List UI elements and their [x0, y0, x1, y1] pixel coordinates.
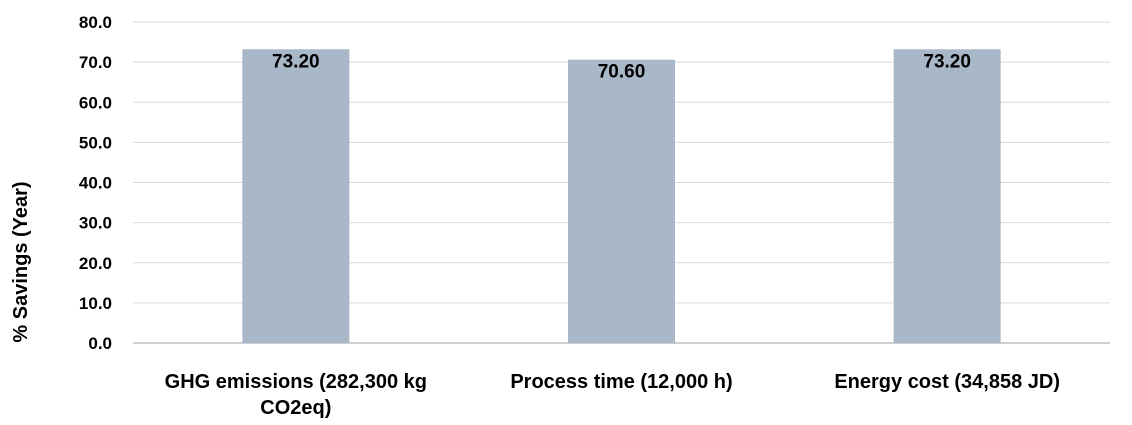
category-label-1: Process time (12,000 h) — [510, 371, 732, 393]
bar-2 — [893, 49, 1001, 343]
data-labels: 73.20 70.60 73.20 — [272, 51, 971, 82]
y-axis-title: % Savings (Year) — [10, 181, 32, 342]
y-tick-label-5: 50.0 — [79, 133, 112, 152]
data-label-2: 73.20 — [923, 51, 971, 72]
y-tick-labels: 0.0 10.0 20.0 30.0 40.0 50.0 60.0 70.0 80.0 — [79, 13, 112, 353]
y-tick-label-7: 70.0 — [79, 53, 112, 72]
data-label-1: 70.60 — [598, 62, 646, 83]
y-tick-label-1: 10.0 — [79, 294, 112, 313]
bars — [242, 49, 1001, 343]
bar-1 — [568, 59, 675, 343]
y-tick-label-3: 30.0 — [79, 214, 112, 233]
y-tick-label-4: 40.0 — [79, 174, 112, 193]
y-tick-label-6: 60.0 — [79, 93, 112, 112]
category-label-0: GHG emissions (282,300 kg CO2eq) — [165, 371, 427, 419]
bar-0 — [242, 49, 350, 343]
y-tick-label-0: 0.0 — [88, 334, 112, 353]
x-category-labels: GHG emissions (282,300 kg CO2eq) Process t… — [165, 371, 1060, 419]
category-label-2: Energy cost (34,858 JD) — [834, 371, 1060, 393]
data-label-0: 73.20 — [272, 51, 320, 72]
y-tick-label-8: 80.0 — [79, 13, 112, 32]
y-tick-label-2: 20.0 — [79, 254, 112, 273]
